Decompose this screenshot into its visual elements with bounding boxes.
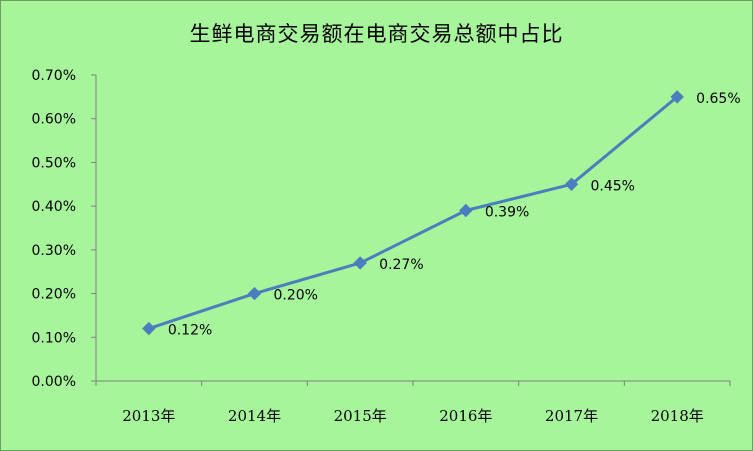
- data-point-marker: [353, 256, 367, 270]
- data-label: 0.45%: [591, 178, 635, 194]
- y-tick-label: 0.60%: [32, 112, 76, 128]
- x-tick-label: 2016年: [439, 407, 492, 425]
- x-tick-label: 2018年: [651, 407, 704, 425]
- x-tick-label: 2017年: [545, 407, 598, 425]
- y-tick-label: 0.50%: [32, 155, 76, 171]
- x-tick-label: 2013年: [122, 407, 175, 425]
- data-point-marker: [247, 286, 262, 301]
- data-point-marker: [670, 90, 684, 104]
- chart-title: 生鲜电商交易额在电商交易总额中占比: [189, 22, 564, 46]
- data-label: 0.20%: [274, 288, 318, 304]
- data-label: 0.39%: [485, 205, 529, 221]
- data-label: 0.12%: [168, 323, 212, 339]
- y-tick-label: 0.70%: [32, 68, 76, 84]
- y-tick-label: 0.10%: [32, 330, 76, 346]
- data-point-marker: [142, 321, 156, 336]
- y-tick-label: 0.20%: [32, 287, 76, 303]
- y-tick-label: 0.00%: [32, 374, 76, 390]
- data-label: 0.27%: [379, 257, 423, 273]
- data-point-marker: [564, 177, 579, 191]
- series-line: [148, 95, 679, 330]
- x-tick-label: 2015年: [334, 407, 387, 425]
- y-tick-label: 0.30%: [32, 243, 76, 259]
- y-tick-label: 0.40%: [32, 199, 76, 215]
- data-point-marker: [459, 203, 473, 218]
- data-label: 0.65%: [696, 91, 740, 107]
- x-tick-label: 2014年: [228, 407, 281, 425]
